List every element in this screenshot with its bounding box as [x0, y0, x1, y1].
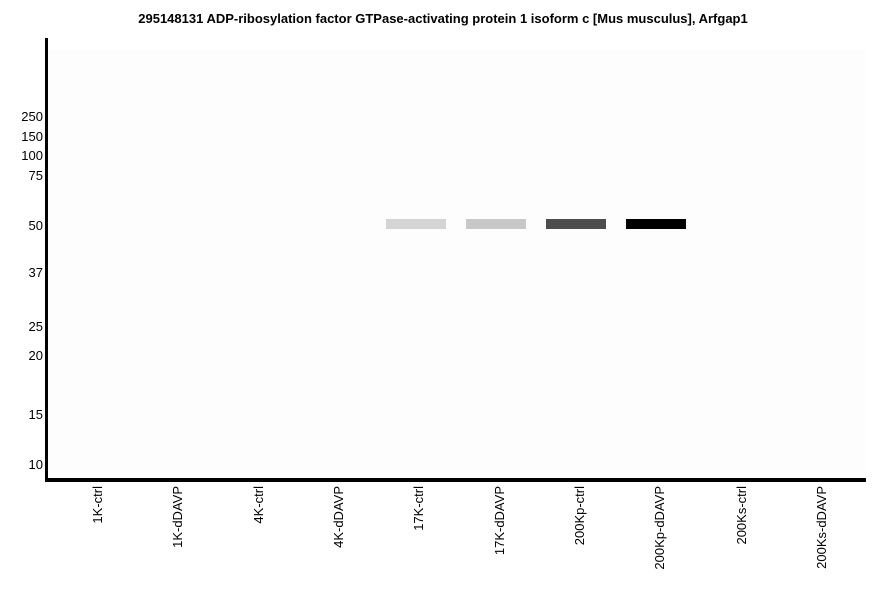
x-lane-label-1k-ddavp: 1K-dDAVP [170, 486, 185, 548]
chart-title: 295148131 ADP-ribosylation factor GTPase… [138, 11, 748, 26]
protein-band-17k-ctrl [386, 219, 446, 229]
plot-area [48, 50, 866, 478]
y-tick-label-37: 37 [28, 265, 43, 280]
y-axis-line [45, 38, 48, 482]
x-axis-line [45, 478, 866, 482]
protein-band-200kp-ddavp [626, 219, 686, 229]
y-tick-label-15: 15 [28, 407, 43, 422]
y-tick-label-10: 10 [28, 457, 43, 472]
y-tick-label-50: 50 [28, 218, 43, 233]
x-lane-label-17k-ctrl: 17K-ctrl [411, 486, 426, 531]
x-lane-label-1k-ctrl: 1K-ctrl [90, 486, 105, 524]
protein-band-200kp-ctrl [546, 219, 606, 229]
x-lane-label-200ks-ctrl: 200Ks-ctrl [734, 486, 749, 545]
x-lane-label-4k-ctrl: 4K-ctrl [251, 486, 266, 524]
protein-band-17k-ddavp [466, 219, 526, 229]
x-lane-label-17k-ddavp: 17K-dDAVP [492, 486, 507, 556]
x-lane-label-200kp-ctrl: 200Kp-ctrl [572, 486, 587, 546]
y-tick-label-250: 250 [21, 109, 43, 124]
y-tick-label-25: 25 [28, 319, 43, 334]
y-tick-label-150: 150 [21, 129, 43, 144]
y-tick-label-100: 100 [21, 148, 43, 163]
x-lane-label-200kp-ddavp: 200Kp-dDAVP [652, 486, 667, 570]
y-tick-label-20: 20 [28, 348, 43, 363]
y-tick-label-75: 75 [28, 168, 43, 183]
x-lane-label-4k-ddavp: 4K-dDAVP [331, 486, 346, 548]
x-lane-label-200ks-ddavp: 200Ks-dDAVP [814, 486, 829, 569]
